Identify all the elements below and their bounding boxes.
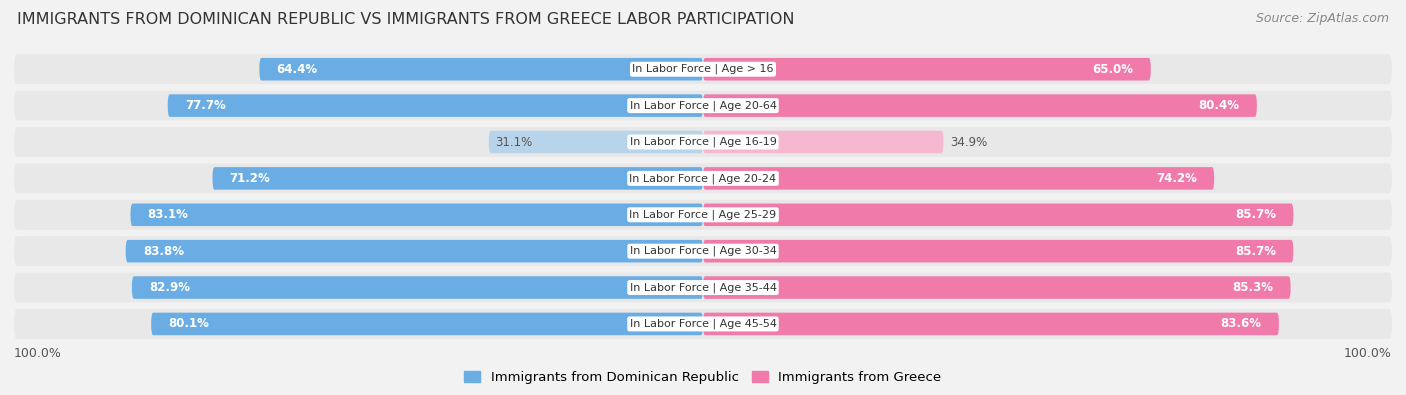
- FancyBboxPatch shape: [703, 276, 1291, 299]
- Text: 100.0%: 100.0%: [14, 346, 62, 359]
- Text: 100.0%: 100.0%: [1344, 346, 1392, 359]
- FancyBboxPatch shape: [212, 167, 703, 190]
- FancyBboxPatch shape: [703, 313, 1279, 335]
- Text: 85.7%: 85.7%: [1236, 208, 1277, 221]
- FancyBboxPatch shape: [14, 200, 1392, 230]
- FancyBboxPatch shape: [703, 58, 1152, 81]
- Text: 65.0%: 65.0%: [1092, 63, 1133, 76]
- Text: 71.2%: 71.2%: [229, 172, 270, 185]
- FancyBboxPatch shape: [14, 127, 1392, 157]
- FancyBboxPatch shape: [14, 273, 1392, 303]
- Text: In Labor Force | Age 20-24: In Labor Force | Age 20-24: [630, 173, 776, 184]
- Text: In Labor Force | Age 20-64: In Labor Force | Age 20-64: [630, 100, 776, 111]
- Text: 83.8%: 83.8%: [143, 245, 184, 258]
- Text: 83.1%: 83.1%: [148, 208, 188, 221]
- Text: Source: ZipAtlas.com: Source: ZipAtlas.com: [1256, 12, 1389, 25]
- FancyBboxPatch shape: [152, 313, 703, 335]
- Text: In Labor Force | Age 35-44: In Labor Force | Age 35-44: [630, 282, 776, 293]
- Text: 80.1%: 80.1%: [169, 318, 209, 331]
- FancyBboxPatch shape: [14, 309, 1392, 339]
- Text: 34.9%: 34.9%: [950, 135, 987, 149]
- Text: 83.6%: 83.6%: [1220, 318, 1261, 331]
- FancyBboxPatch shape: [14, 55, 1392, 84]
- FancyBboxPatch shape: [125, 240, 703, 262]
- FancyBboxPatch shape: [703, 203, 1294, 226]
- Text: 82.9%: 82.9%: [149, 281, 190, 294]
- FancyBboxPatch shape: [703, 131, 943, 153]
- FancyBboxPatch shape: [703, 167, 1215, 190]
- Text: In Labor Force | Age > 16: In Labor Force | Age > 16: [633, 64, 773, 75]
- FancyBboxPatch shape: [167, 94, 703, 117]
- FancyBboxPatch shape: [14, 236, 1392, 266]
- FancyBboxPatch shape: [489, 131, 703, 153]
- Text: In Labor Force | Age 45-54: In Labor Force | Age 45-54: [630, 319, 776, 329]
- FancyBboxPatch shape: [14, 164, 1392, 193]
- Text: 77.7%: 77.7%: [186, 99, 226, 112]
- FancyBboxPatch shape: [259, 58, 703, 81]
- FancyBboxPatch shape: [703, 240, 1294, 262]
- Text: IMMIGRANTS FROM DOMINICAN REPUBLIC VS IMMIGRANTS FROM GREECE LABOR PARTICIPATION: IMMIGRANTS FROM DOMINICAN REPUBLIC VS IM…: [17, 12, 794, 27]
- Text: 31.1%: 31.1%: [496, 135, 533, 149]
- Text: 80.4%: 80.4%: [1199, 99, 1240, 112]
- FancyBboxPatch shape: [14, 91, 1392, 120]
- Text: In Labor Force | Age 30-34: In Labor Force | Age 30-34: [630, 246, 776, 256]
- FancyBboxPatch shape: [703, 94, 1257, 117]
- Text: 85.7%: 85.7%: [1236, 245, 1277, 258]
- Text: In Labor Force | Age 25-29: In Labor Force | Age 25-29: [630, 209, 776, 220]
- Text: 64.4%: 64.4%: [277, 63, 318, 76]
- FancyBboxPatch shape: [131, 203, 703, 226]
- Text: In Labor Force | Age 16-19: In Labor Force | Age 16-19: [630, 137, 776, 147]
- Text: 74.2%: 74.2%: [1156, 172, 1197, 185]
- FancyBboxPatch shape: [132, 276, 703, 299]
- Text: 85.3%: 85.3%: [1233, 281, 1274, 294]
- Legend: Immigrants from Dominican Republic, Immigrants from Greece: Immigrants from Dominican Republic, Immi…: [460, 365, 946, 389]
